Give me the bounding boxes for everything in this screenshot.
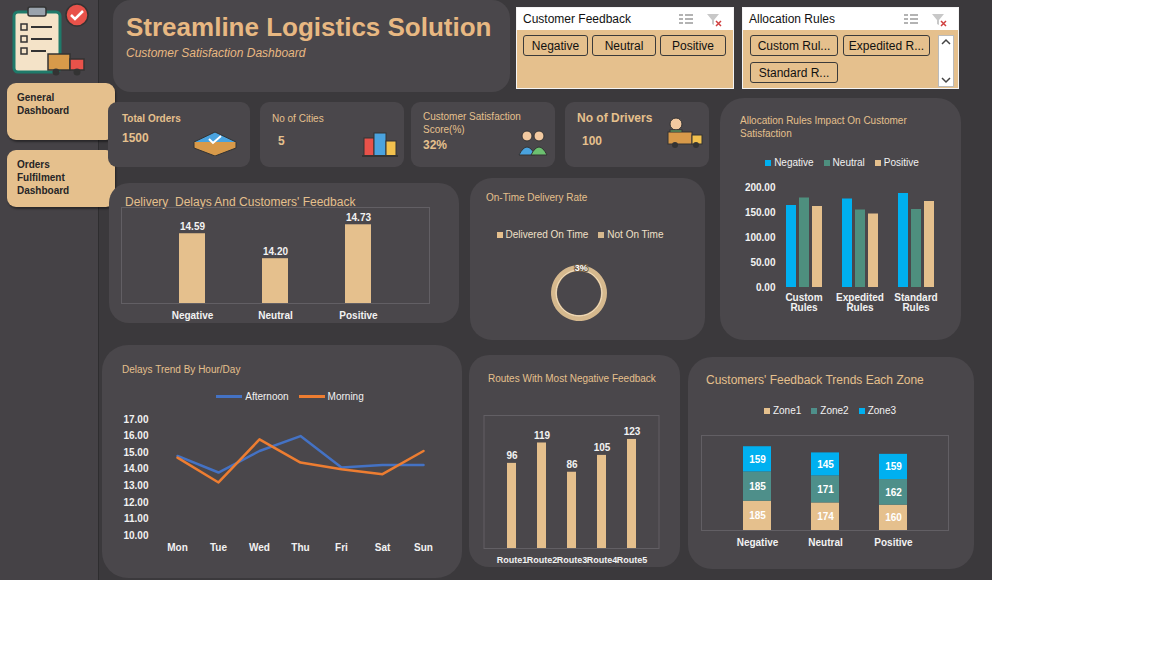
svg-text:Tue: Tue [210, 542, 227, 553]
html-text:Negative: Negative [774, 157, 814, 168]
svg-text:14.00: 14.00 [123, 463, 148, 474]
html-text:Customers' Feedback Trends Eac: Customers' Feedback Trends Each Zone [706, 373, 924, 387]
svg-text:96: 96 [506, 450, 518, 461]
svg-text:3%: 3% [575, 262, 588, 272]
html-text:Zone1: Zone1 [773, 405, 802, 416]
html-text:Positive: Positive [883, 157, 919, 168]
html-text:Neutral: Neutral [832, 157, 865, 168]
svg-text:174: 174 [817, 511, 834, 522]
svg-text:StandardRules: StandardRules [894, 292, 937, 313]
html-text:Expedited R...: Expedited R... [848, 39, 925, 53]
html-text:Customer Satisfaction Dashboar: Customer Satisfaction Dashboard [126, 46, 306, 60]
svg-text:10.00: 10.00 [123, 530, 148, 541]
html-text:5: 5 [278, 134, 285, 148]
svg-text:185: 185 [749, 481, 766, 492]
html-text:Afternoon: Afternoon [245, 391, 289, 402]
html-text:Delivered On Time: Delivered On Time [505, 229, 589, 240]
svg-text:CustomRules: CustomRules [785, 292, 822, 313]
html-text:Customer Satisfaction Score(%): Customer Satisfaction Score(%) [423, 111, 521, 135]
svg-text:Positive: Positive [339, 310, 378, 321]
html-text:Standard R...: Standard R... [758, 66, 830, 80]
svg-text:119: 119 [534, 430, 551, 441]
html-text:Positive: Positive [672, 39, 714, 53]
svg-text:100.00: 100.00 [745, 232, 776, 243]
svg-text:86: 86 [566, 459, 578, 470]
svg-text:Route5: Route5 [617, 555, 648, 565]
svg-text:0.00: 0.00 [756, 282, 776, 293]
svg-text:150.00: 150.00 [745, 207, 776, 218]
svg-text:Neutral: Neutral [258, 310, 293, 321]
svg-text:12.00: 12.00 [123, 497, 148, 508]
svg-text:162: 162 [885, 487, 902, 498]
svg-text:Sun: Sun [414, 542, 433, 553]
svg-text:Sat: Sat [375, 542, 391, 553]
svg-text:Wed: Wed [249, 542, 270, 553]
svg-text:Thu: Thu [291, 542, 309, 553]
html-text:Zone3: Zone3 [867, 405, 896, 416]
svg-text:13.00: 13.00 [123, 480, 148, 491]
html-text:Delivery Delays And Customers': Delivery Delays And Customers' Feedback [125, 195, 356, 209]
svg-text:Mon: Mon [167, 542, 188, 553]
svg-text:17.00: 17.00 [123, 414, 148, 425]
html-text:1500: 1500 [122, 131, 149, 145]
html-text:Morning: Morning [327, 391, 364, 402]
html-text:32%: 32% [423, 138, 447, 152]
html-text:Allocation Rules: Allocation Rules [749, 12, 835, 26]
svg-text:185: 185 [749, 510, 766, 521]
svg-text:14.73: 14.73 [346, 212, 371, 223]
html-text:Not On Time: Not On Time [607, 229, 664, 240]
svg-text:Route2: Route2 [527, 555, 558, 565]
html-text:Customer Feedback: Customer Feedback [523, 12, 631, 26]
svg-text:15.00: 15.00 [123, 447, 148, 458]
svg-text:171: 171 [817, 484, 834, 495]
svg-text:Route1: Route1 [497, 555, 528, 565]
svg-text:123: 123 [624, 426, 641, 437]
html-text:Allocation Rules Impact On Cus: Allocation Rules Impact On Customer Sati… [740, 115, 907, 139]
html-text:No of Cities: No of Cities [272, 113, 324, 124]
svg-text:Positive: Positive [874, 537, 913, 548]
svg-text:159: 159 [885, 461, 902, 472]
svg-text:Fri: Fri [335, 542, 348, 553]
svg-text:159: 159 [749, 454, 766, 465]
svg-text:105: 105 [594, 442, 611, 453]
svg-text:145: 145 [817, 459, 834, 470]
html-text:Routes With Most Negative Feed: Routes With Most Negative Feedback [488, 373, 656, 384]
html-text:Negative: Negative [531, 39, 580, 53]
svg-text:Route3: Route3 [557, 555, 588, 565]
html-text:General Dashboard: General Dashboard [17, 92, 70, 116]
html-text:On-Time Delivery Rate: On-Time Delivery Rate [486, 192, 588, 203]
html-text:Zone2: Zone2 [820, 405, 849, 416]
html-text:100: 100 [582, 134, 602, 148]
svg-text:200.00: 200.00 [745, 182, 776, 193]
svg-text:160: 160 [885, 512, 902, 523]
html-text:Neutral: Neutral [604, 39, 644, 53]
html-text:Streamline Logistics Solution: Streamline Logistics Solution [126, 12, 492, 42]
svg-text:16.00: 16.00 [123, 430, 148, 441]
svg-text:Route4: Route4 [587, 555, 618, 565]
svg-text:Negative: Negative [737, 537, 779, 548]
svg-text:Neutral: Neutral [808, 537, 843, 548]
html-text:Delays Trend By Hour/Day: Delays Trend By Hour/Day [122, 364, 241, 375]
svg-text:50.00: 50.00 [750, 257, 775, 268]
html-text:Orders Fulfilment Dashboard: Orders Fulfilment Dashboard [17, 159, 70, 196]
html-text:No of Drivers: No of Drivers [577, 111, 653, 125]
html-text:Custom Rul...: Custom Rul... [757, 39, 831, 53]
svg-text:Negative: Negative [172, 310, 214, 321]
svg-text:14.20: 14.20 [263, 246, 288, 257]
svg-text:11.00: 11.00 [124, 513, 149, 524]
html-text:Total Orders: Total Orders [122, 113, 181, 124]
svg-text:ExpeditedRules: ExpeditedRules [836, 292, 884, 313]
svg-text:14.59: 14.59 [180, 221, 205, 232]
